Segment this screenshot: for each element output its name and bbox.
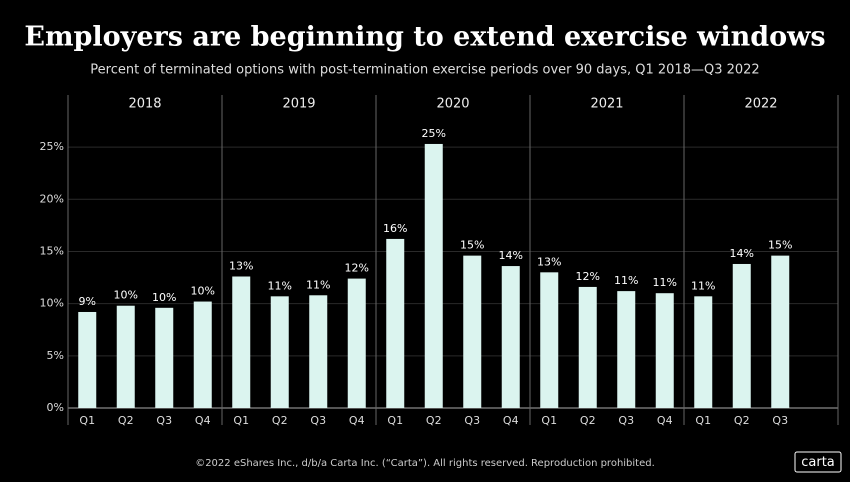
group-label: 2020 [436, 97, 469, 112]
y-tick-label: 25% [40, 140, 64, 153]
group-label: 2018 [128, 97, 161, 112]
value-label: 15% [768, 239, 792, 252]
bar [771, 255, 790, 408]
x-tick-label: Q2 [272, 414, 288, 427]
x-tick-label: Q2 [426, 414, 442, 427]
bar [155, 307, 174, 408]
bar [578, 286, 597, 408]
y-tick-label: 10% [40, 297, 64, 310]
bar [193, 301, 212, 408]
x-tick-label: Q1 [695, 414, 711, 427]
bar [232, 276, 251, 408]
group-label: 2021 [590, 97, 623, 112]
bar [617, 291, 636, 408]
bar [424, 143, 443, 408]
bar [116, 305, 135, 408]
value-label: 16% [383, 222, 407, 235]
value-label: 10% [191, 285, 215, 298]
value-label: 11% [653, 276, 677, 289]
x-tick-label: Q3 [310, 414, 326, 427]
bar [309, 295, 328, 408]
bar [501, 266, 520, 408]
bar [270, 296, 289, 408]
y-tick-label: 5% [47, 349, 64, 362]
x-tick-label: Q1 [387, 414, 403, 427]
x-tick-label: Q1 [79, 414, 95, 427]
value-label: 25% [422, 127, 446, 140]
footer: ©2022 eShares Inc., d/b/a Carta Inc. (“C… [195, 458, 655, 469]
x-tick-label: Q2 [580, 414, 596, 427]
value-label: 12% [576, 270, 600, 283]
bar [694, 296, 713, 408]
logo: carta [801, 455, 835, 470]
x-tick-label: Q3 [156, 414, 172, 427]
value-label: 12% [345, 262, 369, 275]
value-label: 13% [229, 260, 253, 273]
bar [732, 263, 751, 408]
x-tick-label: Q2 [118, 414, 134, 427]
y-tick-label: 15% [40, 244, 64, 257]
y-tick-label: 20% [40, 192, 64, 205]
value-label: 10% [152, 291, 176, 304]
bar [540, 272, 559, 408]
value-label: 13% [537, 255, 561, 268]
bar [386, 238, 405, 408]
x-tick-label: Q4 [349, 414, 365, 427]
value-label: 11% [691, 279, 715, 292]
y-tick-label: 0% [47, 401, 64, 414]
x-tick-label: Q3 [772, 414, 788, 427]
chart-title: Employers are beginning to extend exerci… [24, 22, 825, 53]
x-tick-label: Q4 [657, 414, 673, 427]
value-label: 11% [306, 278, 330, 291]
bar [78, 311, 97, 408]
x-tick-label: Q1 [541, 414, 557, 427]
x-tick-label: Q3 [618, 414, 634, 427]
x-tick-label: Q1 [233, 414, 249, 427]
bar [347, 278, 366, 408]
logo-box [794, 451, 842, 473]
group-label: 2022 [744, 97, 777, 112]
x-tick-label: Q4 [503, 414, 519, 427]
bar [463, 255, 482, 408]
value-label: 15% [460, 239, 484, 252]
value-label: 11% [268, 279, 292, 292]
value-label: 14% [499, 249, 523, 262]
value-label: 14% [730, 247, 754, 260]
bar [655, 293, 674, 408]
group-label: 2019 [282, 97, 315, 112]
x-tick-label: Q2 [734, 414, 750, 427]
value-label: 9% [79, 295, 96, 308]
x-tick-label: Q4 [195, 414, 211, 427]
x-tick-label: Q3 [464, 414, 480, 427]
value-label: 10% [114, 289, 138, 302]
chart-subtitle: Percent of terminated options with post-… [90, 63, 759, 78]
value-label: 11% [614, 274, 638, 287]
